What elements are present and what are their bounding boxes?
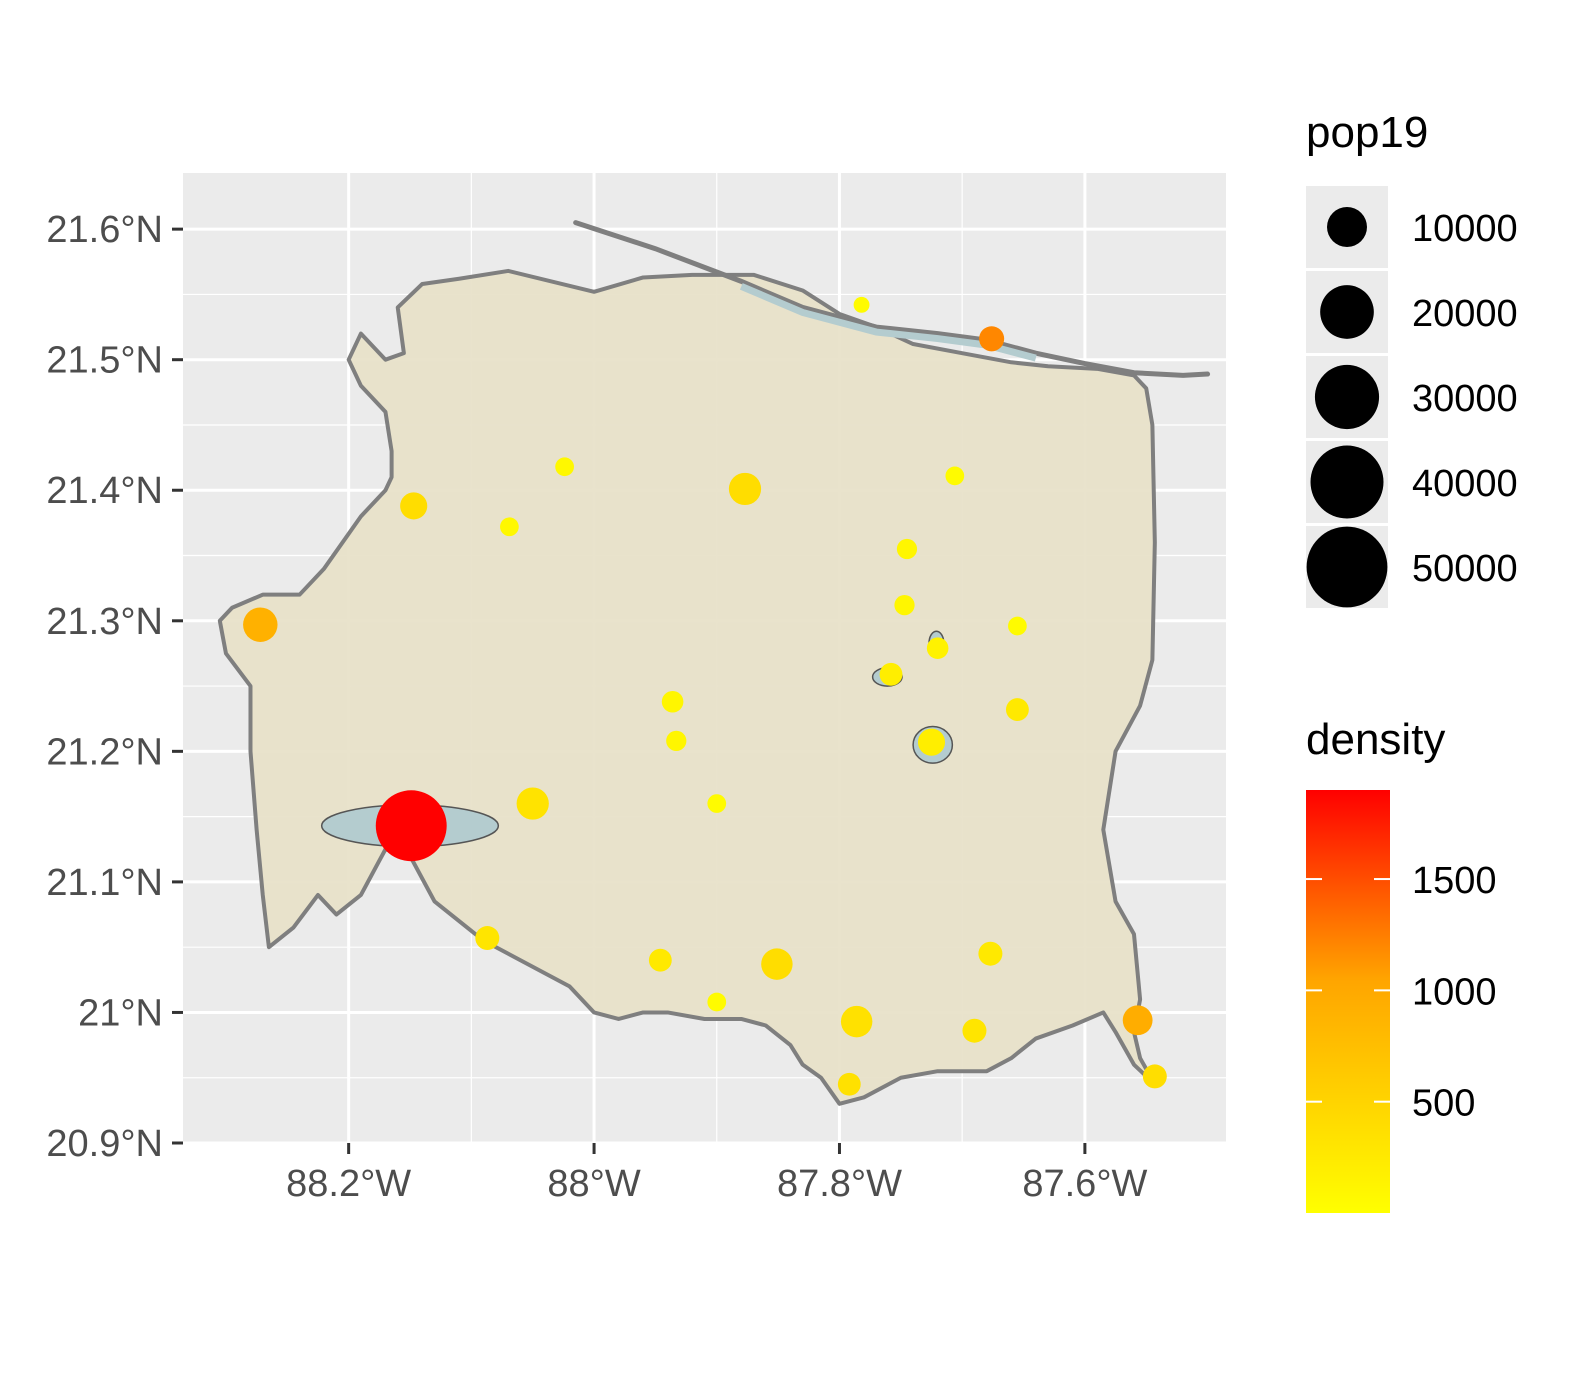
locality-point (243, 607, 278, 642)
y-tick-label: 20.9°N (46, 1123, 163, 1165)
locality-point (894, 595, 915, 616)
axes: 21.6°N 21.5°N 21.4°N 21.3°N 21.2°N 21.1°N 21°N… (46, 209, 1147, 1205)
x-tick-label: 87.8°W (777, 1163, 902, 1205)
size-legend-label: 30000 (1412, 378, 1518, 420)
y-tick-label: 21.1°N (46, 862, 163, 904)
locality-point (728, 472, 762, 506)
region-outline (217, 268, 1157, 1106)
y-tick-label: 21°N (78, 992, 163, 1034)
size-legend: pop19 10000 20000 30000 40000 50000 (1306, 108, 1518, 608)
x-tick-label: 87.6°W (1022, 1163, 1147, 1205)
locality-point (648, 948, 672, 972)
points-layer (243, 296, 1167, 1096)
locality-point (375, 790, 447, 862)
y-tick-label: 21.5°N (46, 340, 163, 382)
locality-point (661, 690, 684, 713)
locality-point (707, 794, 727, 813)
colorbar-label: 1500 (1412, 860, 1497, 902)
locality-point (979, 326, 1005, 352)
y-tick-label: 21.2°N (46, 731, 163, 773)
y-tick-label: 21.4°N (46, 470, 163, 512)
size-legend-symbol (1310, 445, 1384, 519)
size-legend-label: 40000 (1412, 463, 1518, 505)
color-legend-title: density (1306, 715, 1445, 764)
barrier-island (573, 220, 1211, 378)
locality-point (837, 1072, 861, 1096)
x-tick-label: 88°W (547, 1163, 640, 1205)
size-legend-symbol (1306, 526, 1388, 608)
locality-point (516, 787, 549, 820)
x-tick-label: 88.2°W (286, 1163, 411, 1205)
locality-point (896, 538, 918, 560)
locality-point (945, 466, 965, 486)
locality-point (761, 948, 793, 980)
locality-point (475, 926, 500, 951)
locality-point (1122, 1005, 1153, 1036)
locality-point (555, 457, 574, 477)
locality-point (500, 517, 519, 537)
locality-point (879, 662, 903, 686)
locality-point (400, 492, 428, 520)
size-legend-label: 20000 (1412, 293, 1518, 335)
y-tick-label: 21.3°N (46, 601, 163, 643)
size-legend-label: 50000 (1412, 548, 1518, 590)
y-tick-label: 21.6°N (46, 209, 163, 251)
locality-point (917, 728, 946, 756)
size-legend-symbol (1327, 207, 1367, 247)
locality-point (666, 730, 687, 752)
locality-point (707, 992, 727, 1012)
locality-point (978, 941, 1003, 966)
size-legend-symbol (1314, 364, 1380, 430)
locality-point (926, 637, 949, 660)
locality-point (1008, 616, 1027, 636)
colorbar-label: 1000 (1412, 971, 1497, 1013)
locality-point (853, 296, 870, 313)
color-legend: density 1500 1000 500 (1306, 715, 1497, 1213)
locality-point (962, 1018, 987, 1043)
size-legend-label: 10000 (1412, 208, 1518, 250)
locality-point (1005, 698, 1029, 721)
colorbar-label: 500 (1412, 1083, 1475, 1125)
locality-point (1142, 1064, 1167, 1089)
size-legend-symbol (1320, 285, 1374, 339)
size-legend-title: pop19 (1306, 108, 1428, 157)
colorbar (1306, 790, 1390, 1213)
locality-point (840, 1005, 873, 1038)
